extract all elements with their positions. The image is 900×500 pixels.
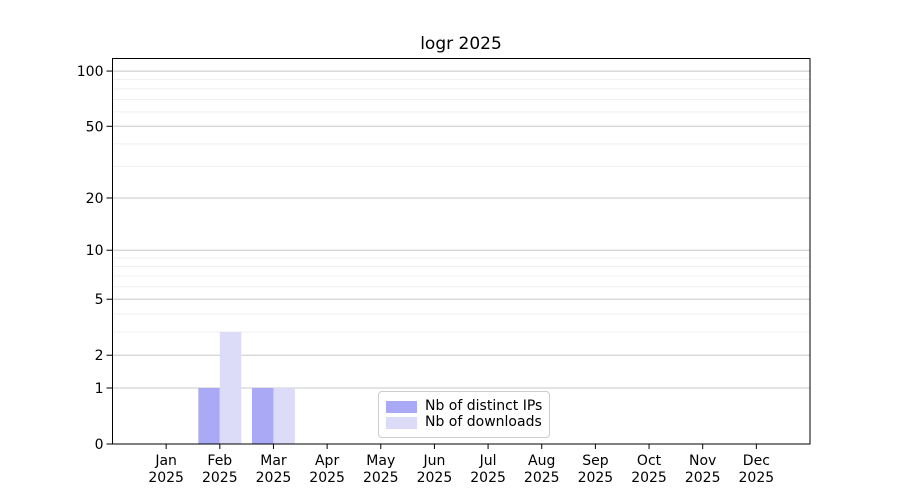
y-tick-label: 5 <box>95 292 104 308</box>
x-tick-label: Feb2025 <box>202 453 238 486</box>
y-axis: 0 1 2 5 10 20 50 100 <box>77 64 113 453</box>
axes-frame <box>113 59 811 445</box>
legend-item-downloads: Nb of downloads <box>386 415 541 430</box>
x-axis: Jan2025 Feb2025 Mar2025 Apr2025 May2025 Jun20… <box>148 444 774 486</box>
x-tick-label: Sep2025 <box>578 453 614 486</box>
y-tick-label: 1 <box>95 381 104 397</box>
y-tick-label: 20 <box>86 191 104 207</box>
bar-distinct-ips-mar <box>252 388 274 444</box>
legend-swatch-distinct-ips <box>386 401 417 413</box>
y-tick-label: 2 <box>95 348 104 364</box>
x-tick-label: Jul2025 <box>470 453 506 486</box>
legend-label-downloads: Nb of downloads <box>425 415 542 430</box>
legend-label-distinct-ips: Nb of distinct IPs <box>425 399 542 414</box>
x-tick-label: Apr2025 <box>309 453 345 486</box>
y-tick-label: 10 <box>86 243 104 259</box>
x-tick-label: Jun2025 <box>417 453 453 486</box>
figure: logr 2025 0125102050100Jan2025Feb2025Mar… <box>0 0 900 500</box>
y-tick-label: 50 <box>86 119 104 135</box>
bar-downloads-feb <box>220 332 242 444</box>
minor-gridlines <box>113 79 811 331</box>
x-tick-label: May2025 <box>363 453 399 486</box>
major-gridlines <box>113 71 811 388</box>
x-tick-label: Aug2025 <box>524 453 560 486</box>
bar-distinct-ips-feb <box>198 388 220 444</box>
legend: Nb of distinct IPs Nb of downloads <box>378 391 550 438</box>
x-tick-label: Dec2025 <box>739 453 775 486</box>
x-tick-label: Jan2025 <box>148 453 184 486</box>
y-tick-label: 0 <box>95 437 104 453</box>
x-tick-label: Oct2025 <box>631 453 667 486</box>
x-tick-label: Mar2025 <box>256 453 292 486</box>
y-tick-label: 100 <box>77 64 104 80</box>
x-tick-label: Nov2025 <box>685 453 721 486</box>
legend-item-distinct-ips: Nb of distinct IPs <box>386 399 541 414</box>
legend-swatch-downloads <box>386 417 417 429</box>
bar-downloads-mar <box>273 388 295 444</box>
